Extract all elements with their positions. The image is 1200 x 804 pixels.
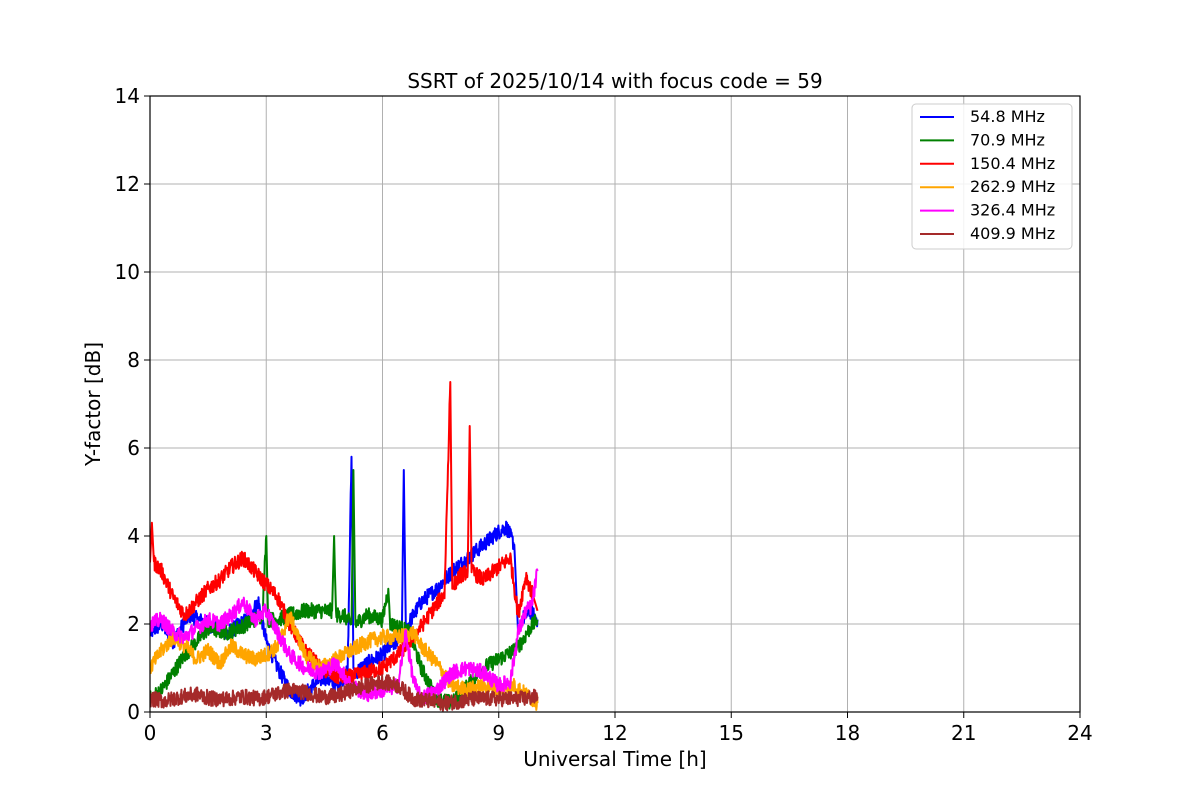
y-axis-label: Y-factor [dB] xyxy=(81,342,105,467)
series-line xyxy=(150,469,539,710)
x-tick-label: 15 xyxy=(719,721,744,745)
legend-label: 262.9 MHz xyxy=(970,177,1055,196)
y-tick-label: 8 xyxy=(127,348,140,372)
x-tick-label: 0 xyxy=(144,721,157,745)
x-tick-label: 3 xyxy=(260,721,273,745)
legend: 54.8 MHz 70.9 MHz 150.4 MHz 262.9 MHz 32… xyxy=(911,103,1073,250)
x-tick-label: 6 xyxy=(376,721,389,745)
series-line xyxy=(150,611,539,711)
plot-area xyxy=(150,381,539,712)
y-tick-label: 4 xyxy=(127,524,140,548)
legend-label: 326.4 MHz xyxy=(970,201,1055,220)
x-tick-label: 24 xyxy=(1067,721,1092,745)
x-tick-label: 12 xyxy=(602,721,627,745)
legend-label: 54.8 MHz xyxy=(970,107,1045,126)
y-tick-label: 0 xyxy=(127,700,140,724)
chart-title: SSRT of 2025/10/14 with focus code = 59 xyxy=(407,69,822,93)
y-tick-label: 6 xyxy=(127,436,140,460)
y-tick-label: 12 xyxy=(115,172,140,196)
y-tick-label: 14 xyxy=(115,84,140,108)
x-tick-label: 21 xyxy=(951,721,976,745)
legend-label: 70.9 MHz xyxy=(970,130,1045,149)
y-tick-label: 2 xyxy=(127,612,140,636)
x-tick-label: 18 xyxy=(835,721,860,745)
series-line xyxy=(150,674,539,712)
series-line xyxy=(150,568,539,706)
legend-label: 150.4 MHz xyxy=(970,154,1055,173)
x-tick-label: 9 xyxy=(492,721,505,745)
y-tick-label: 10 xyxy=(115,260,140,284)
series-layer xyxy=(150,381,539,712)
legend-label: 409.9 MHz xyxy=(970,224,1055,243)
series-line xyxy=(150,381,539,686)
x-axis-label: Universal Time [h] xyxy=(523,747,706,771)
